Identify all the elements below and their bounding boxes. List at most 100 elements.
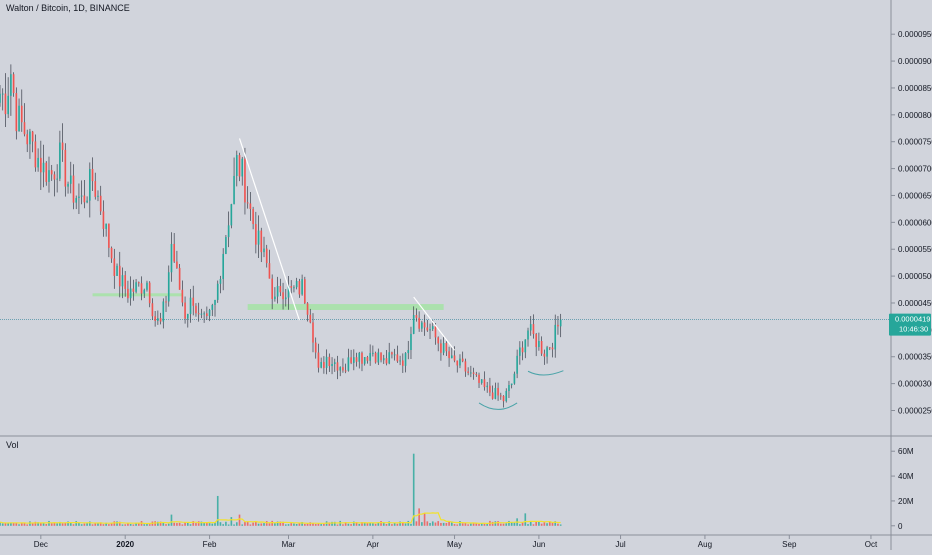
- volume-bar: [102, 524, 105, 526]
- candle-body: [361, 352, 363, 364]
- candle-body: [235, 155, 238, 176]
- candle-body: [34, 141, 37, 168]
- volume-bar: [165, 524, 167, 526]
- candle-body: [295, 281, 298, 288]
- volume-bar: [521, 522, 524, 526]
- volume-bar: [363, 522, 366, 526]
- volume-bar: [559, 524, 562, 526]
- volume-bar: [23, 523, 26, 526]
- volume-bar: [48, 520, 50, 526]
- volume-bar: [494, 521, 497, 526]
- candle-body: [20, 105, 23, 123]
- volume-bar: [404, 523, 407, 526]
- candle-body: [140, 283, 143, 294]
- volume-bar: [388, 521, 391, 526]
- candle-body: [7, 95, 9, 115]
- volume-bar: [189, 524, 192, 526]
- volume-bar: [331, 521, 333, 526]
- candle-body: [328, 356, 331, 367]
- candle-body: [325, 356, 328, 368]
- volume-bar: [382, 522, 385, 526]
- candle-body: [78, 196, 80, 199]
- volume-bar: [467, 524, 469, 526]
- candle-body: [10, 74, 12, 96]
- time-axis-label: Sep: [782, 540, 797, 549]
- candle-body: [214, 299, 216, 305]
- candle-body: [165, 301, 167, 303]
- candle-body: [472, 372, 475, 374]
- candle-body: [61, 142, 64, 150]
- volume-bar: [551, 522, 554, 526]
- candle-body: [301, 279, 303, 295]
- candle-body: [543, 353, 546, 357]
- volume-bar: [195, 523, 197, 526]
- candle-body: [508, 385, 510, 391]
- volume-bar: [274, 523, 276, 526]
- volume-bar: [314, 523, 317, 526]
- candle-body: [249, 203, 252, 210]
- candle-body: [154, 316, 156, 321]
- candle-body: [480, 379, 483, 383]
- candle-body: [410, 333, 412, 351]
- candle-body: [244, 158, 246, 203]
- volume-bar: [445, 523, 448, 526]
- volume-bar: [7, 523, 9, 526]
- volume-bar: [137, 522, 140, 526]
- volume-bar: [358, 523, 361, 526]
- volume-bar: [287, 524, 290, 526]
- volume-bar: [263, 523, 265, 526]
- candle-body: [344, 370, 347, 372]
- volume-bar: [423, 513, 426, 526]
- candle-body: [391, 352, 393, 355]
- candle-body: [505, 390, 508, 402]
- candle-body: [548, 347, 551, 349]
- volume-bar: [211, 523, 214, 526]
- candle-body: [559, 319, 562, 327]
- candle-body: [396, 354, 399, 362]
- candle-body: [491, 392, 494, 399]
- candle-body: [230, 204, 233, 226]
- candle-body: [184, 302, 186, 319]
- trendline: [413, 296, 456, 351]
- volume-bar: [293, 523, 295, 526]
- volume-bar: [508, 520, 510, 526]
- candle-body: [483, 379, 486, 388]
- volume-bar: [121, 524, 124, 526]
- volume-bar: [143, 524, 146, 526]
- candle-body: [551, 347, 554, 350]
- candle-body: [257, 230, 260, 245]
- candle-body: [222, 253, 224, 280]
- volume-bar: [271, 520, 273, 526]
- candle-body: [456, 360, 459, 366]
- candle-body: [18, 105, 20, 132]
- volume-bar: [241, 524, 244, 526]
- volume-bar: [216, 495, 219, 526]
- candle-body: [399, 360, 401, 362]
- candle-body: [53, 174, 56, 180]
- candle-body: [423, 322, 426, 328]
- volume-bar: [502, 523, 505, 526]
- volume-bar: [192, 521, 195, 526]
- candle-body: [554, 324, 557, 350]
- candle-body: [298, 281, 301, 295]
- candle-body: [29, 131, 31, 145]
- support-zone: [92, 293, 183, 297]
- volume-bar: [350, 524, 352, 526]
- volume-bar: [426, 521, 429, 526]
- volume-bar: [105, 522, 107, 526]
- volume-bar: [295, 523, 298, 526]
- volume-bar: [53, 522, 56, 526]
- candle-body: [350, 357, 352, 363]
- candle-body: [279, 286, 282, 293]
- volume-bar: [342, 524, 344, 526]
- candle-body: [323, 362, 325, 368]
- volume-axis-label: 60M: [898, 447, 914, 456]
- volume-bar: [186, 522, 189, 526]
- candle-body: [173, 243, 176, 262]
- volume-bar: [50, 523, 53, 526]
- volume-bar: [298, 522, 301, 526]
